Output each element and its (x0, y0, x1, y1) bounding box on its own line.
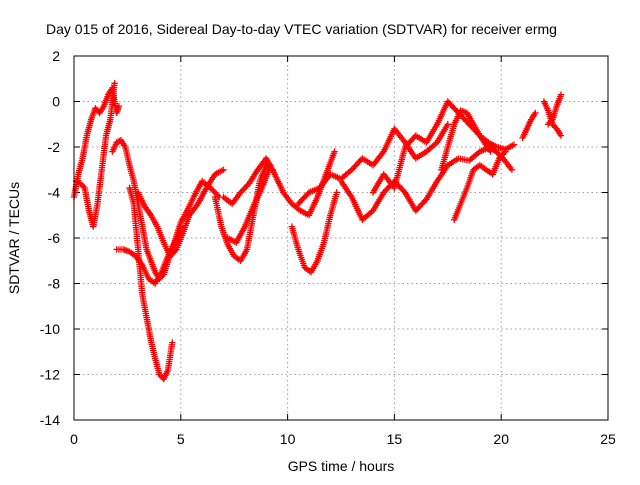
x-tick-label: 25 (600, 431, 616, 447)
y-tick-label: 2 (52, 48, 60, 64)
y-tick-label: -6 (48, 230, 61, 246)
data-point (502, 148, 509, 155)
y-tick-label: -4 (48, 185, 61, 201)
x-tick-label: 5 (177, 431, 185, 447)
data-point (111, 80, 118, 87)
y-tick-label: -12 (40, 367, 60, 383)
data-point (487, 148, 494, 155)
data-point (532, 109, 539, 117)
x-axis-title: GPS time / hours (288, 458, 395, 474)
y-tick-label: -10 (40, 321, 60, 337)
x-tick-label: 0 (70, 431, 78, 447)
data-point (333, 189, 340, 196)
data-point (444, 121, 451, 128)
data-point (220, 166, 227, 173)
x-tick-label: 10 (280, 431, 296, 447)
x-tick-label: 15 (387, 431, 403, 447)
data-point (508, 166, 516, 173)
data-point-trace (172, 247, 179, 254)
data-point (557, 91, 565, 98)
y-tick-label: -8 (48, 276, 61, 292)
data-point (557, 132, 565, 139)
data-point-trace (208, 186, 216, 193)
data-point (510, 141, 518, 148)
data-point-trace (501, 149, 508, 157)
tick-labels: 0 5 10 15 20 25 -14 -12 -10 -8 -6 -4 -2 0 2 (40, 48, 616, 447)
y-tick-label: -14 (40, 412, 60, 428)
y-axis-title: SDTVAR / TECUs (6, 182, 22, 294)
data-point (267, 162, 274, 169)
x-tick-label: 20 (493, 431, 509, 447)
grid (74, 56, 608, 420)
data-points (70, 80, 565, 383)
data-point (169, 339, 176, 346)
data-point (115, 102, 123, 110)
chart-title: Day 015 of 2016, Sidereal Day-to-day VTE… (46, 21, 557, 37)
plot-frame (73, 55, 609, 421)
data-point (331, 148, 338, 155)
y-tick-label: 0 (52, 94, 60, 110)
y-tick-label: -2 (48, 139, 61, 155)
